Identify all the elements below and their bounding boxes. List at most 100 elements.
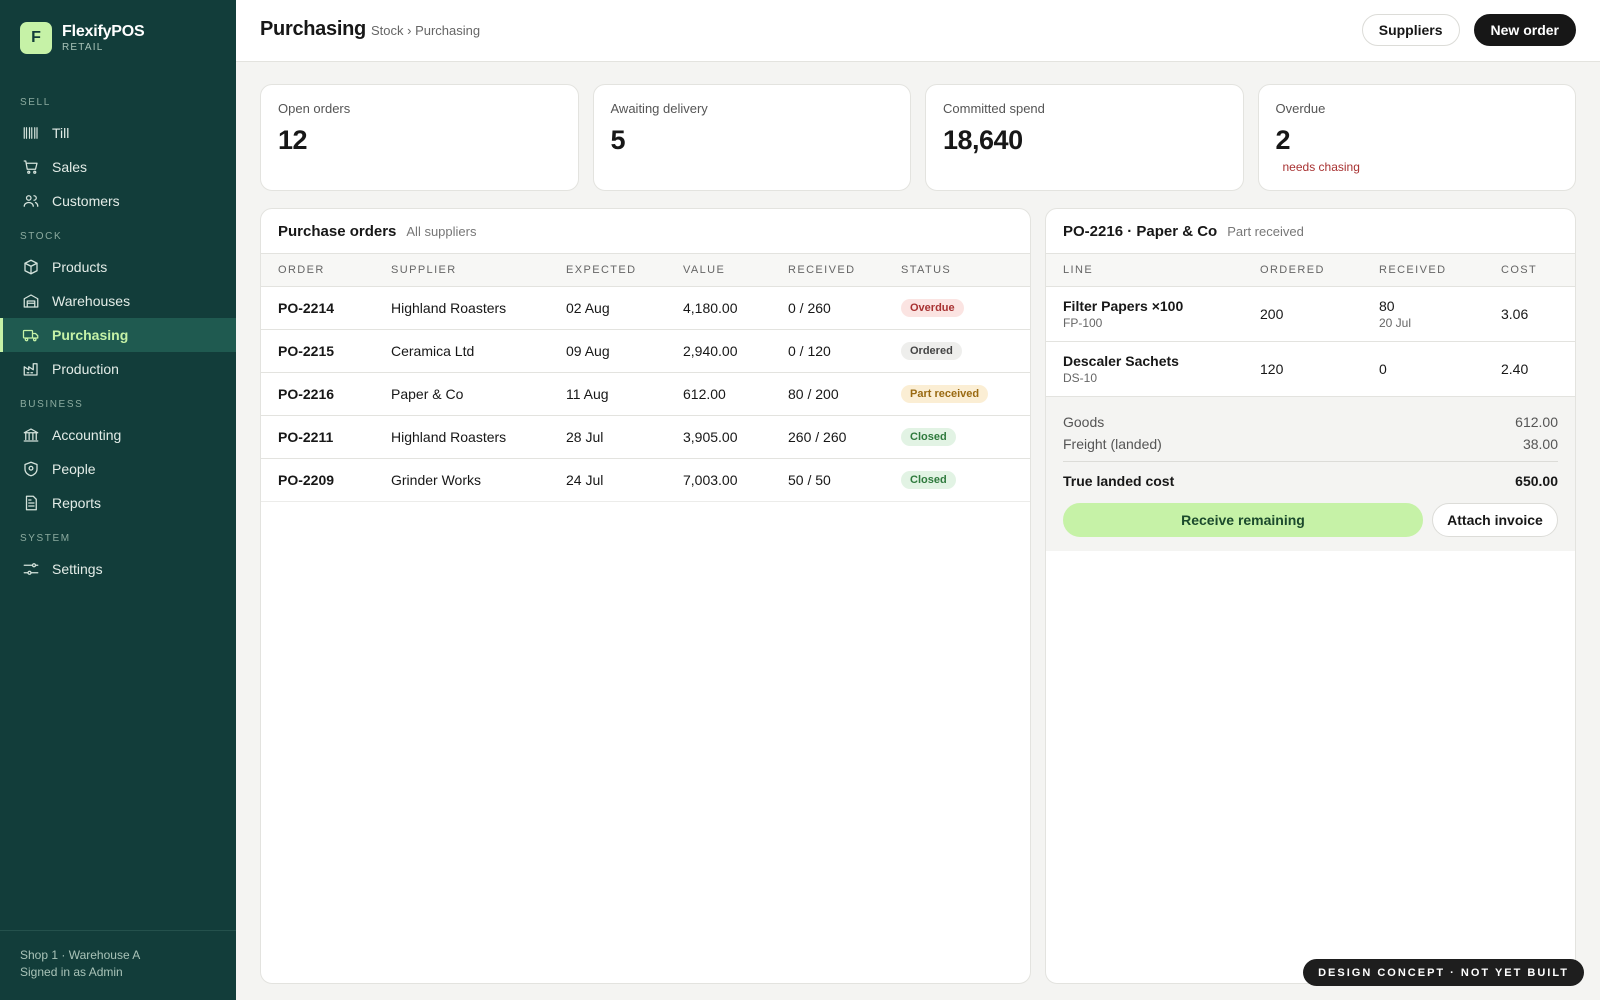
cart-icon: [22, 158, 40, 176]
column-header: RECEIVED: [1362, 254, 1484, 287]
landed-cost-label: True landed cost: [1063, 473, 1175, 489]
sidebar-item-label: Products: [52, 259, 108, 275]
cell-cost: 3.06: [1484, 286, 1575, 342]
status-badge: Part received: [901, 385, 989, 403]
line-sku: FP-100: [1063, 315, 1103, 330]
table-row[interactable]: PO-2215 Ceramica Ltd 09 Aug 2,940.00 0 / 120…: [261, 329, 1030, 373]
new-order-button[interactable]: New order: [1473, 14, 1576, 46]
signed-in-label: Signed in as Admin: [20, 965, 123, 979]
table-row[interactable]: Filter Papers ×100 FP-100 200 80 20 Jul 3.06: [1046, 286, 1575, 342]
sidebar-item-label: Accounting: [52, 427, 122, 443]
sidebar-item-reports[interactable]: Reports: [0, 486, 236, 520]
cell-value: 7,003.00: [666, 458, 771, 502]
column-header[interactable]: EXPECTED: [549, 254, 666, 287]
status-badge: Overdue: [901, 299, 964, 317]
column-header[interactable]: VALUE: [666, 254, 771, 287]
receive-remaining-button[interactable]: Receive remaining: [1063, 502, 1423, 537]
location-label: Shop 1 · Warehouse A: [20, 948, 141, 962]
cell-expected: 02 Aug: [549, 286, 666, 330]
cell-supplier: Highland Roasters: [374, 415, 549, 459]
cell-line: Filter Papers ×100 FP-100: [1046, 286, 1243, 342]
sidebar-item-warehouses[interactable]: Warehouses: [0, 284, 236, 318]
cell-supplier: Ceramica Ltd: [374, 329, 549, 373]
design-concept-badge: DESIGN CONCEPT · NOT YET BUILT: [1303, 959, 1584, 986]
stat-label: Open orders: [278, 101, 351, 116]
cell-status: Ordered: [884, 329, 1030, 373]
detail-title: PO-2216 · Paper & Co: [1063, 222, 1218, 240]
sidebar-item-label: Till: [52, 125, 70, 141]
sidebar-item-purchasing[interactable]: Purchasing: [0, 318, 236, 352]
column-header[interactable]: ORDER: [261, 254, 374, 287]
table-row[interactable]: PO-2216 Paper & Co 11 Aug 612.00 80 / 200 Par…: [261, 372, 1030, 416]
stat-label: Awaiting delivery: [610, 101, 708, 116]
stat-label: Committed spend: [943, 101, 1045, 116]
sidebar-item-label: People: [52, 461, 96, 477]
detail-status: Part received: [1227, 223, 1304, 239]
cell-expected: 11 Aug: [549, 372, 666, 416]
sidebar-item-products[interactable]: Products: [0, 250, 236, 284]
table-row[interactable]: PO-2214 Highland Roasters 02 Aug 4,180.00 0 …: [261, 286, 1030, 330]
cost-summary: Goods 612.00 Freight (landed) 38.00 True…: [1046, 396, 1575, 551]
bank-icon: [22, 426, 40, 444]
topbar: Purchasing Stock › Purchasing Suppliers …: [236, 0, 1600, 62]
box-icon: [22, 258, 40, 276]
sidebar-item-customers[interactable]: Customers: [0, 184, 236, 218]
freight-value: 38.00: [1522, 435, 1558, 452]
cell-value: 4,180.00: [666, 286, 771, 330]
sidebar-item-label: Production: [52, 361, 119, 377]
orders-filter[interactable]: All suppliers: [406, 223, 477, 239]
cell-order: PO-2209: [261, 458, 374, 502]
stat-cards: Open orders 12 Awaiting delivery 5 Committed…: [260, 84, 1576, 191]
column-header[interactable]: STATUS: [884, 254, 1030, 287]
stat-label: Overdue: [1275, 101, 1326, 116]
column-header[interactable]: SUPPLIER: [374, 254, 549, 287]
line-name: Filter Papers ×100: [1063, 297, 1184, 314]
landed-cost-value: 650.00: [1515, 473, 1558, 489]
page-title: Purchasing: [260, 18, 366, 40]
goods-value: 612.00: [1515, 413, 1558, 430]
barcode-icon: [22, 124, 40, 142]
sidebar-item-label: Purchasing: [52, 327, 129, 343]
breadcrumb[interactable]: Stock › Purchasing: [371, 23, 481, 38]
cell-order: PO-2211: [261, 415, 374, 459]
goods-label: Goods: [1063, 413, 1105, 430]
cell-ordered: 200: [1243, 286, 1362, 342]
sidebar-item-settings[interactable]: Settings: [0, 552, 236, 586]
cell-ordered: 120: [1243, 341, 1362, 397]
cell-value: 2,940.00: [666, 329, 771, 373]
sidebar-item-accounting[interactable]: Accounting: [0, 418, 236, 452]
cell-order: PO-2214: [261, 286, 374, 330]
sidebar-item-production[interactable]: Production: [0, 352, 236, 386]
cell-line: Descaler Sachets DS-10: [1046, 341, 1243, 397]
sidebar-item-sales[interactable]: Sales: [0, 150, 236, 184]
stat-note: needs chasing: [1282, 160, 1360, 174]
sidebar-item-label: Settings: [52, 561, 103, 577]
column-header[interactable]: RECEIVED: [771, 254, 884, 287]
stat-value: 12: [278, 125, 308, 155]
sidebar-item-label: Reports: [52, 495, 102, 511]
order-detail-panel: PO-2216 · Paper & Co Part received LINE O…: [1045, 208, 1576, 984]
cell-expected: 24 Jul: [549, 458, 666, 502]
stat-card: Open orders 12: [260, 84, 579, 191]
attach-invoice-button[interactable]: Attach invoice: [1432, 502, 1558, 537]
table-row[interactable]: PO-2209 Grinder Works 24 Jul 7,003.00 50 / 5…: [261, 458, 1030, 502]
cell-order: PO-2215: [261, 329, 374, 373]
table-row[interactable]: PO-2211 Highland Roasters 28 Jul 3,905.00 26…: [261, 415, 1030, 459]
status-badge: Closed: [901, 471, 956, 489]
column-header: LINE: [1046, 254, 1243, 287]
sidebar-item-people[interactable]: People: [0, 452, 236, 486]
detail-lines-table: LINE ORDERED RECEIVED COST Filter Papers ×1…: [1046, 254, 1575, 397]
sidebar-footer: Shop 1 · Warehouse A Signed in as Admin: [0, 930, 236, 1000]
brand[interactable]: F FlexifyPOS RETAIL: [20, 22, 145, 54]
cell-status: Overdue: [884, 286, 1030, 330]
cell-supplier: Paper & Co: [374, 372, 549, 416]
suppliers-button[interactable]: Suppliers: [1361, 14, 1460, 46]
cell-status: Part received: [884, 372, 1030, 416]
cell-cost: 2.40: [1484, 341, 1575, 397]
sidebar-item-till[interactable]: Till: [0, 116, 236, 150]
truck-icon: [22, 326, 40, 344]
table-row[interactable]: Descaler Sachets DS-10 120 0 2.40: [1046, 341, 1575, 397]
sliders-icon: [22, 560, 40, 578]
brand-name: FlexifyPOS: [62, 23, 145, 40]
cell-supplier: Grinder Works: [374, 458, 549, 502]
